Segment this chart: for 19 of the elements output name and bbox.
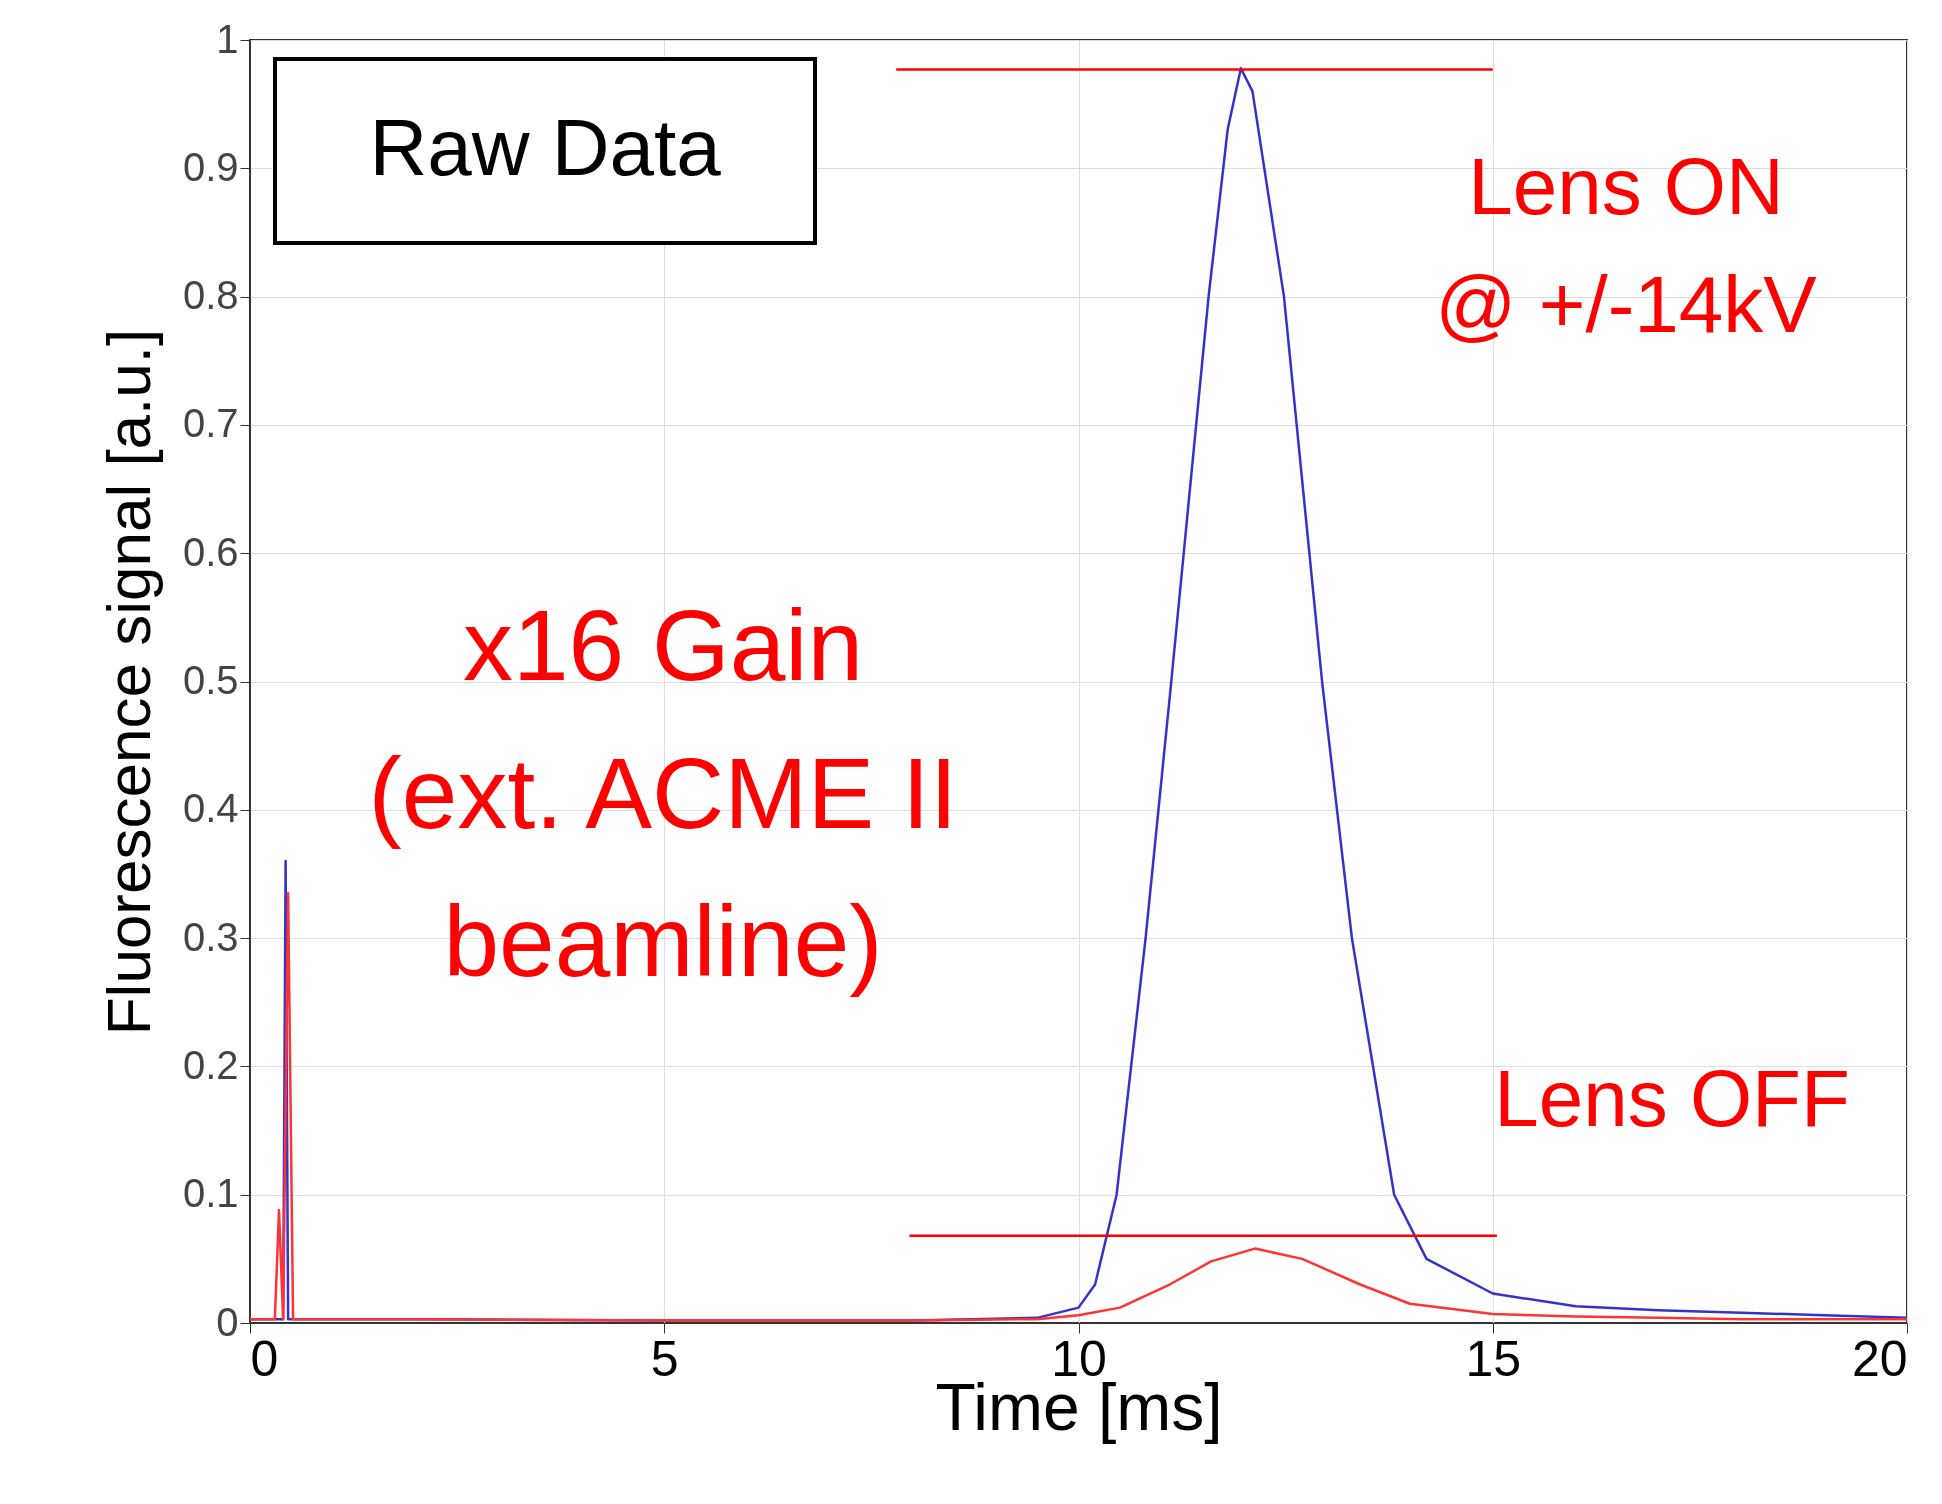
y-tick-label: 1: [216, 16, 239, 61]
annotation: Lens ON @ +/-14kV: [1435, 142, 1818, 349]
x-tick-label: 20: [1851, 1330, 1908, 1387]
annotation: x16 Gain (ext. ACME II beamline): [368, 589, 958, 997]
y-tick-label: 0.3: [182, 914, 239, 959]
y-tick-label: 0.7: [182, 401, 239, 446]
y-tick-label: 0.8: [182, 273, 239, 318]
y-tick-label: 0.5: [182, 658, 239, 702]
y-tick-label: 0.9: [182, 144, 239, 189]
x-tick-label: 5: [650, 1330, 679, 1387]
y-tick-label: 0: [216, 1299, 239, 1344]
y-tick-label: 0.1: [182, 1171, 239, 1216]
y-tick-label: 0.2: [182, 1042, 239, 1087]
y-axis-title: Fluorescence signal [a.u.]: [93, 328, 163, 1036]
x-tick-label: 15: [1465, 1330, 1522, 1387]
y-tick-label: 0.6: [182, 529, 239, 574]
annotation: Raw Data: [369, 103, 722, 192]
y-tick-label: 0.4: [182, 786, 239, 831]
annotation: Lens OFF: [1494, 1054, 1850, 1143]
